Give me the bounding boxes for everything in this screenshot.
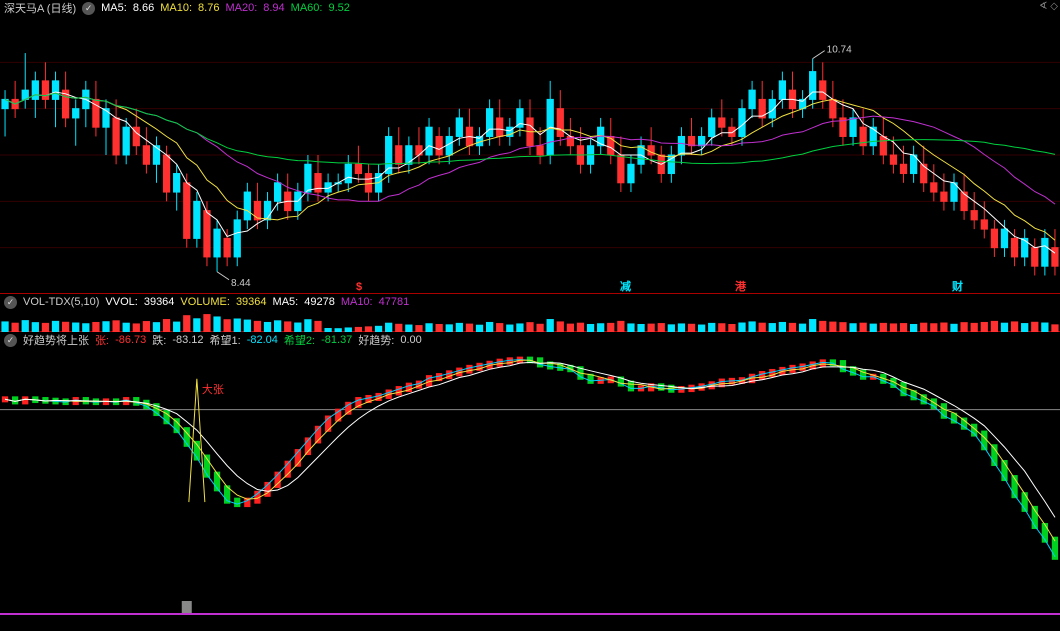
vol-ma10-label: MA10: [341, 296, 373, 308]
die-label: 跌: [152, 332, 166, 348]
main-chart-panel[interactable]: 深天马A (日线) ✓ MA5: 8.66 MA10: 8.76 MA20: 8… [0, 0, 1060, 294]
die-val: -83.12 [172, 334, 203, 346]
svg-text:8.44: 8.44 [231, 278, 251, 289]
vvol-label: VVOL: [105, 296, 137, 308]
volume-label: VOLUME: [180, 296, 230, 308]
main-header: 深天马A (日线) ✓ MA5: 8.66 MA10: 8.76 MA20: 8… [0, 0, 1060, 16]
stock-title: 深天马A (日线) [4, 0, 76, 16]
svg-text:$: $ [356, 281, 362, 293]
svg-text:10.74: 10.74 [827, 45, 852, 56]
svg-text:财: 财 [951, 279, 963, 293]
volume-val: 39364 [236, 296, 267, 308]
vol-title: VOL-TDX(5,10) [23, 296, 99, 308]
ma20-val: 8.94 [263, 2, 284, 14]
ma20-label: MA20: [225, 2, 257, 14]
vol-header: ✓ VOL-TDX(5,10) VVOL: 39364 VOLUME: 3936… [0, 294, 1060, 310]
vol-toggle-icon[interactable]: ✓ [4, 296, 17, 309]
corner-icons[interactable]: ∢ ◇ [1039, 1, 1058, 12]
ma5-label: MA5: [101, 2, 127, 14]
vol-ma5-val: 49278 [304, 296, 335, 308]
zhang-label: 张: [95, 332, 109, 348]
ma60-label: MA60: [291, 2, 323, 14]
svg-text:减: 减 [620, 279, 631, 293]
ma10-label: MA10: [160, 2, 192, 14]
main-chart-svg: 10.74 8.44 $ 减 港 财 [0, 16, 1060, 310]
hqs-val: 0.00 [400, 334, 421, 346]
ma60-val: 9.52 [328, 2, 349, 14]
xw2-label: 希望2: [284, 332, 315, 348]
trend-header: ✓ 好趋势将上张 张: -86.73 跌: -83.12 希望1: -82.04… [0, 332, 1060, 348]
trend-title: 好趋势将上张 [23, 332, 89, 348]
trend-panel[interactable]: ✓ 好趋势将上张 张: -86.73 跌: -83.12 希望1: -82.04… [0, 332, 1060, 615]
trend-toggle-icon[interactable]: ✓ [4, 334, 17, 347]
vol-ma10-val: 47781 [379, 296, 410, 308]
ma5-val: 8.66 [133, 2, 154, 14]
xw2-val: -81.37 [321, 334, 352, 346]
hqs-label: 好趋势: [358, 332, 394, 348]
toggle-icon[interactable]: ✓ [82, 2, 95, 15]
vol-ma5-label: MA5: [273, 296, 299, 308]
xw1-val: -82.04 [247, 334, 278, 346]
vvol-val: 39364 [144, 296, 175, 308]
volume-panel[interactable]: ✓ VOL-TDX(5,10) VVOL: 39364 VOLUME: 3936… [0, 294, 1060, 332]
ma10-val: 8.76 [198, 2, 219, 14]
zhang-val: -86.73 [115, 334, 146, 346]
svg-text:港: 港 [735, 279, 747, 293]
trend-chart-svg: 大张 [0, 348, 1060, 631]
svg-text:大张: 大张 [202, 382, 224, 396]
xw1-label: 希望1: [210, 332, 241, 348]
